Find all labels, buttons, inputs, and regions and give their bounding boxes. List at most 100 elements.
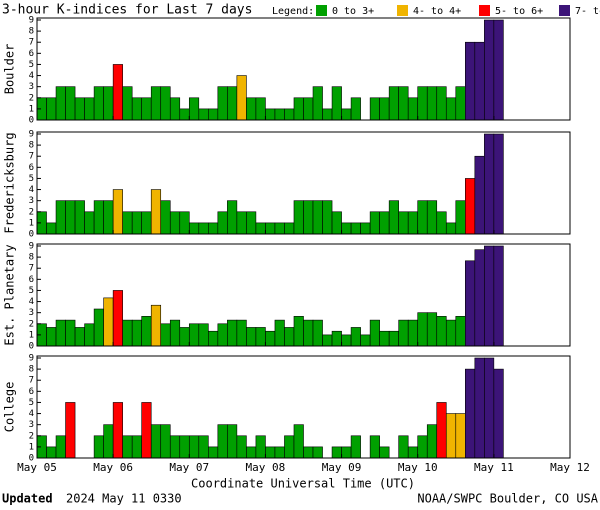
- bar: [465, 368, 476, 459]
- legend-swatch: [559, 5, 570, 16]
- bar: [360, 334, 371, 347]
- bar: [236, 435, 247, 459]
- bar: [179, 435, 190, 459]
- bar: [493, 368, 504, 459]
- bar: [293, 424, 304, 459]
- bar: [312, 319, 323, 347]
- bar: [188, 435, 200, 459]
- x-tick-label: May 12: [550, 461, 590, 474]
- bar: [265, 108, 276, 121]
- bar: [246, 446, 257, 459]
- bar: [274, 222, 285, 235]
- bar: [160, 323, 171, 347]
- bar: [65, 86, 76, 121]
- bar: [445, 319, 457, 347]
- bar: [465, 178, 476, 235]
- bar: [379, 97, 390, 121]
- bar: [122, 319, 133, 347]
- x-tick-label: May 08: [246, 461, 286, 474]
- panel-label: College: [3, 382, 17, 433]
- bar: [388, 86, 399, 121]
- bar: [398, 319, 409, 347]
- bar: [93, 200, 104, 235]
- bar: [426, 312, 438, 347]
- bar: [122, 86, 133, 121]
- bar: [74, 200, 85, 235]
- bar: [379, 211, 390, 235]
- bar: [55, 200, 66, 235]
- bar: [169, 211, 181, 235]
- y-tick-label: 3: [29, 196, 34, 206]
- bar: [436, 86, 447, 121]
- y-tick-label: 4: [29, 185, 34, 195]
- bar: [455, 316, 466, 347]
- chart-title: 3-hour K-indices for Last 7 days: [2, 3, 252, 18]
- bar: [398, 211, 409, 235]
- bar: [150, 424, 162, 459]
- bar: [46, 222, 57, 235]
- bar: [217, 323, 228, 347]
- x-tick-label: May 11: [474, 461, 514, 474]
- y-tick-label: 2: [29, 207, 34, 217]
- bar: [474, 249, 485, 347]
- bar: [74, 327, 85, 347]
- bar: [150, 189, 162, 235]
- bar: [255, 97, 266, 121]
- bar: [417, 86, 428, 121]
- y-tick-label: 7: [29, 264, 34, 274]
- bar: [341, 222, 352, 235]
- legend-swatch: [316, 5, 327, 16]
- bar: [331, 330, 342, 347]
- bar: [169, 319, 181, 347]
- bar: [55, 435, 66, 459]
- y-tick-label: 5: [29, 398, 34, 408]
- y-tick-label: 0: [29, 230, 34, 240]
- y-tick-label: 3: [29, 82, 34, 92]
- bar: [350, 222, 361, 235]
- bar: [417, 312, 428, 347]
- panel-label: Boulder: [3, 44, 17, 95]
- bar: [484, 245, 495, 347]
- bar: [46, 327, 57, 347]
- y-tick-label: 5: [29, 174, 34, 184]
- y-tick-label: 5: [29, 286, 34, 296]
- bar: [322, 334, 333, 347]
- bar: [407, 97, 419, 121]
- bar: [103, 200, 114, 235]
- y-tick-label: 6: [29, 163, 34, 173]
- panel-label: Est. Planetary: [3, 244, 17, 345]
- bar: [255, 222, 266, 235]
- y-tick-label: 3: [29, 420, 34, 430]
- y-tick-label: 5: [29, 60, 34, 70]
- bar: [208, 446, 219, 459]
- bar: [474, 155, 485, 235]
- y-tick-label: 4: [29, 297, 34, 307]
- bar: [407, 446, 419, 459]
- bar: [388, 200, 399, 235]
- bar: [74, 97, 85, 121]
- bar: [255, 435, 266, 459]
- bar: [150, 304, 162, 347]
- bar: [179, 327, 190, 347]
- bar: [84, 211, 95, 235]
- y-tick-label: 1: [29, 330, 34, 340]
- y-tick-label: 8: [29, 141, 34, 151]
- bar: [369, 97, 380, 121]
- bar: [208, 330, 219, 347]
- bar: [265, 222, 276, 235]
- x-tick-label: May 09: [322, 461, 362, 474]
- y-tick-label: 7: [29, 38, 34, 48]
- bar: [388, 330, 399, 347]
- bar: [103, 424, 114, 459]
- bar: [426, 200, 438, 235]
- bar: [398, 86, 409, 121]
- bar: [331, 86, 342, 121]
- bar: [284, 222, 295, 235]
- y-tick-label: 4: [29, 71, 34, 81]
- bar: [445, 97, 457, 121]
- y-tick-label: 8: [29, 365, 34, 375]
- bar: [188, 222, 200, 235]
- bar: [303, 319, 314, 347]
- y-tick-label: 6: [29, 387, 34, 397]
